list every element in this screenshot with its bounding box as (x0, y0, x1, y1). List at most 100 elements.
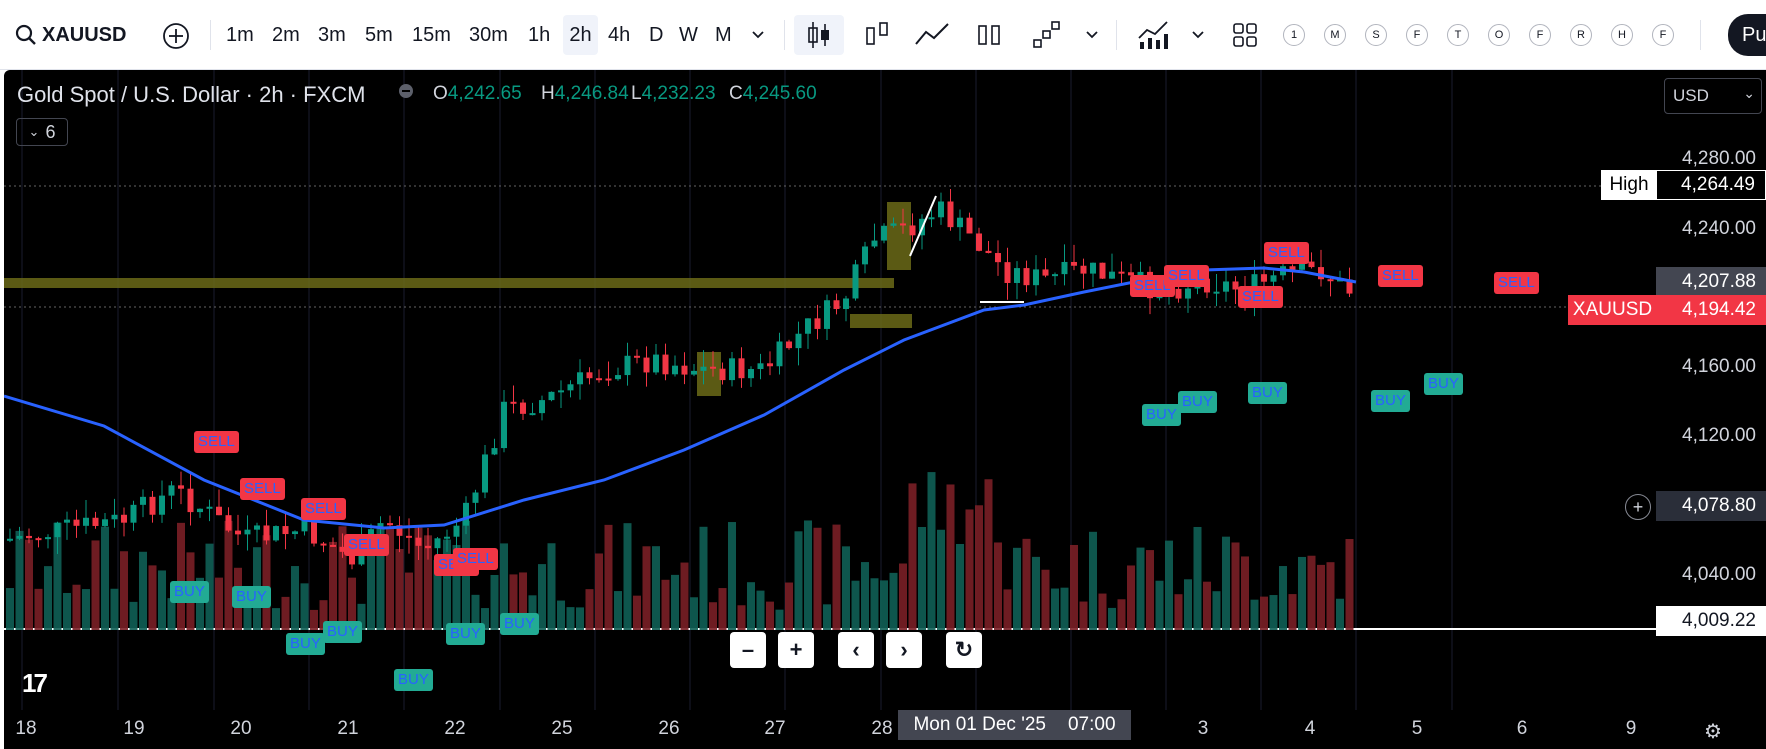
volume-bar (1146, 550, 1154, 630)
buy-signal: BUY (394, 669, 433, 691)
candle-body (1042, 269, 1049, 276)
chevron-down-icon[interactable] (1188, 24, 1208, 46)
scroll-left-button[interactable]: ‹ (838, 632, 874, 668)
candle-body (672, 365, 678, 375)
tradingview-logo[interactable]: 17 (22, 668, 48, 698)
chevron-down-icon[interactable] (1082, 24, 1102, 46)
candle-body (1014, 268, 1020, 283)
price-chart[interactable] (4, 70, 1766, 749)
volume-bar (1307, 555, 1316, 630)
interval-w[interactable]: W (679, 23, 698, 46)
sell-signal: SELL (1130, 275, 1175, 297)
volume-bar (1222, 536, 1230, 630)
volume-bar (414, 527, 423, 630)
volume-bar (443, 539, 451, 630)
candle-body (149, 496, 156, 515)
hollow-icon[interactable] (974, 20, 1004, 50)
publish-button[interactable]: Pu (1728, 14, 1766, 56)
volume-bar (861, 562, 869, 630)
candle-body (700, 366, 707, 371)
indicators-icon[interactable] (1136, 18, 1170, 52)
interval-1h[interactable]: 1h (528, 23, 551, 46)
layout-icon[interactable] (1232, 22, 1258, 48)
hover-price-tag: 4,078.80 (1656, 491, 1766, 521)
volume-bar (405, 572, 413, 630)
candle-body (1261, 274, 1267, 282)
volume-bar (528, 595, 537, 630)
candle-body (605, 378, 612, 381)
candle-body (121, 514, 127, 523)
volume-bar (386, 529, 394, 630)
volume-bar (91, 540, 100, 630)
interval-30m[interactable]: 30m (469, 23, 508, 46)
currency-select[interactable]: USD ⌄ (1664, 78, 1762, 114)
candle-body (301, 518, 308, 532)
add-symbol-icon[interactable] (162, 22, 190, 50)
quick-f[interactable]: F (1406, 24, 1428, 46)
interval-d[interactable]: D (649, 23, 664, 46)
interval-2m[interactable]: 2m (272, 23, 300, 46)
quick-o[interactable]: O (1488, 24, 1510, 46)
ohlc-high: H4,246.84 (541, 83, 629, 104)
symbol-name[interactable]: XAUUSD (42, 23, 127, 46)
candle-body (311, 518, 317, 544)
step-icon[interactable] (1030, 18, 1062, 52)
sell-signal: SELL (1378, 265, 1423, 287)
settings-icon[interactable]: ⚙ (1704, 721, 1722, 743)
interval-5m[interactable]: 5m (365, 23, 393, 46)
quick-r[interactable]: R (1570, 24, 1592, 46)
reset-chart-button[interactable]: ↻ (946, 632, 982, 668)
candle-body (130, 504, 137, 523)
volume-bar (1041, 569, 1050, 630)
quick-f3[interactable]: F (1652, 24, 1674, 46)
quick-f2[interactable]: F (1529, 24, 1551, 46)
volume-bar (823, 604, 831, 630)
volume-bar (538, 564, 546, 630)
chevron-down-icon[interactable] (748, 24, 768, 46)
add-alert-icon[interactable]: + (1625, 494, 1651, 520)
candle-body (102, 519, 108, 526)
volume-bar (1013, 547, 1021, 630)
bars-icon[interactable] (862, 18, 892, 52)
volume-bar (566, 607, 575, 630)
volume-bar (319, 600, 328, 630)
volume-bar (994, 542, 1002, 630)
candle-body (995, 253, 1001, 263)
interval-1m[interactable]: 1m (226, 23, 254, 46)
interval-2h[interactable]: 2h (563, 15, 598, 55)
volume-bar (6, 588, 14, 630)
scroll-right-button[interactable]: › (886, 632, 922, 668)
interval-4h[interactable]: 4h (608, 23, 631, 46)
chart-pane[interactable]: Gold Spot / U.S. Dollar · 2h · FXCM O4,2… (4, 70, 1766, 749)
quick-t[interactable]: T (1447, 24, 1469, 46)
volume-bar (699, 526, 708, 630)
collapse-indicators-button[interactable]: ⌄ 6 (16, 118, 68, 146)
volume-bar (433, 560, 442, 630)
price-tick: 4,040.00 (1682, 564, 1756, 585)
candle-body (1023, 268, 1030, 286)
volume-bar (832, 524, 841, 630)
zoom-out-button[interactable]: – (730, 632, 766, 668)
volume-bar (842, 546, 850, 630)
candles-icon[interactable] (794, 15, 844, 55)
candle-body (453, 525, 460, 537)
zoom-in-button[interactable]: + (778, 632, 814, 668)
quick-h[interactable]: H (1611, 24, 1633, 46)
quick-1[interactable]: 1 (1283, 24, 1305, 46)
volume-bar (481, 608, 489, 630)
status-dot[interactable] (399, 84, 413, 98)
candle-body (890, 223, 897, 226)
candle-body (26, 535, 32, 539)
interval-15m[interactable]: 15m (412, 23, 451, 46)
interval-m[interactable]: M (715, 23, 732, 46)
search-icon[interactable] (14, 22, 38, 48)
quick-m[interactable]: M (1324, 24, 1346, 46)
line-icon[interactable] (914, 20, 950, 50)
interval-3m[interactable]: 3m (318, 23, 346, 46)
volume-bar (547, 543, 556, 630)
quick-s[interactable]: S (1365, 24, 1387, 46)
volume-bar (129, 601, 138, 630)
candle-body (1223, 281, 1229, 292)
candle-body (634, 355, 640, 358)
volume-bar (1174, 594, 1183, 630)
